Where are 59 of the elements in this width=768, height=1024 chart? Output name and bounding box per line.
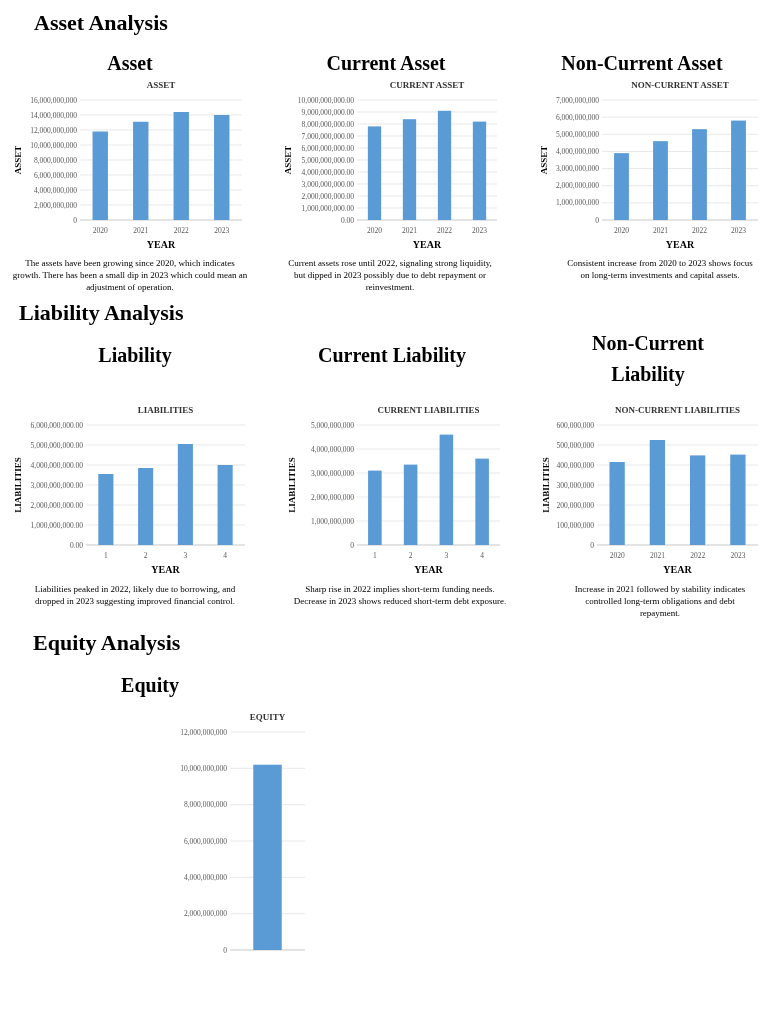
text: The assets have been growing since 2020, which indicates growth. There has been a small dip in 2023 which could mean an adjustment of operation. [12,258,248,292]
chart-title: NON-CURRENT ASSET [631,80,729,90]
text: Current Asset [326,52,446,74]
text: Non-Current Asset [561,52,723,74]
bar [98,474,114,545]
y-axis-title: ASSET [13,145,24,175]
bar [403,464,418,545]
bar [653,141,668,220]
x-axis-title: YEAR [665,239,695,250]
text: Consistent increase from 2020 to 2023 shows focus on long-term investments and capital assets. [567,258,754,280]
x-axis-title: YEAR [146,239,176,250]
bar [439,434,454,545]
bar [437,110,452,220]
text: Current Liability [318,344,466,367]
chart-title: CURRENT LIABILITIES [377,405,480,415]
y-axis-title: ASSET [283,145,294,175]
bar [173,112,189,220]
bar [614,153,629,220]
text: Equity [121,674,179,697]
y-axis-title: LIABILITIES [287,457,298,513]
text: Asset [107,52,154,74]
bar [138,468,154,545]
chart-title: EQUITY [249,712,286,722]
y-axis-title: ASSET [539,145,550,175]
bar [731,120,746,220]
bar [475,458,489,545]
y-axis-title: LIABILITIES [13,457,24,513]
bar [689,455,706,545]
chart-title: NON-CURRENT LIABILITIES [614,405,741,415]
bar [649,440,666,545]
bar [133,121,149,220]
text: Liabilities peaked in 2022, likely due to borrowing, and dropped in 2023 suggesting improved financial control. [34,584,236,606]
bar [92,131,108,220]
text: Current assets rose until 2022, signaling strong liquidity, but dipped in 2023 possibly due to debt repayment or reinvestment. [288,258,492,292]
text: Asset Analysis [34,10,169,35]
bar [472,121,487,220]
x-axis-title: YEAR [412,239,442,250]
bar [217,465,233,545]
text: Liability Analysis [19,300,184,325]
bar [368,470,382,545]
chart-title: CURRENT ASSET [389,80,465,90]
bar [367,126,382,220]
bar [609,462,625,545]
x-axis-title: YEAR [151,564,181,575]
bar [402,119,417,220]
x-axis-title: YEAR [663,564,693,575]
text: Increase in 2021 followed by stability indicates controlled long-term obligations and debt repayment. [574,584,746,618]
text: Liability [98,344,172,367]
bar [730,454,746,545]
text: Non-Current Liability [592,332,705,386]
y-axis-title: LIABILITIES [541,457,552,513]
chart-title: LIABILITIES [137,405,194,415]
bar [692,129,707,220]
chart-title: ASSET [146,80,176,90]
text: Equity Analysis [33,630,181,655]
bar [177,444,193,545]
text: Sharp rise in 2022 implies short-term funding needs. Decrease in 2023 shows reduced short-term debt exposure. [293,584,507,606]
bar [214,115,230,220]
x-axis-title: YEAR [414,564,444,575]
